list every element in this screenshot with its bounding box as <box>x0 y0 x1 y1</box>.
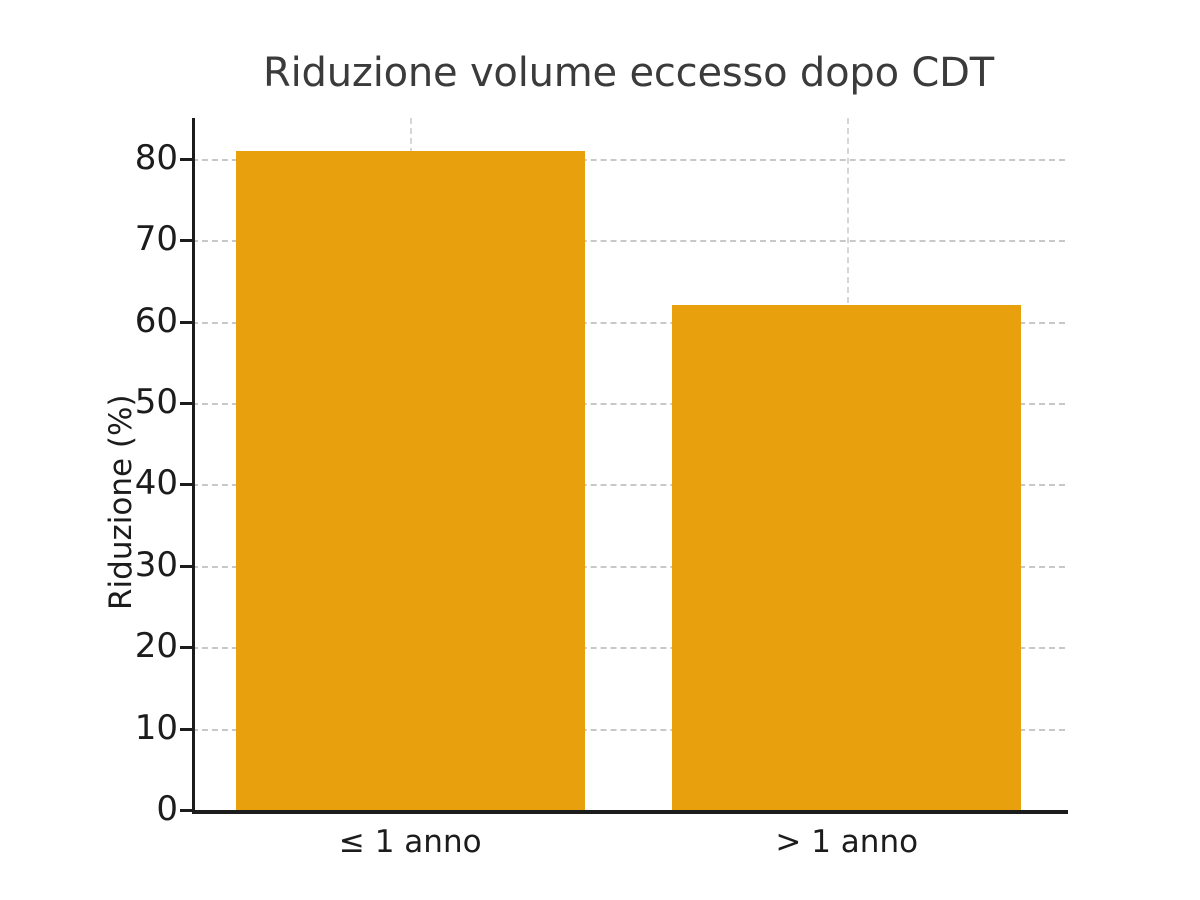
y-gridline <box>192 321 1065 324</box>
plot-area <box>192 118 1065 810</box>
y-tick-label: 20 <box>134 626 178 667</box>
y-tick-label: 40 <box>134 463 178 504</box>
y-tick-mark <box>180 401 192 405</box>
chart-title: Riduzione volume eccesso dopo CDT <box>263 50 994 96</box>
y-tick-label: 50 <box>134 381 178 422</box>
y-gridline <box>192 728 1065 731</box>
y-tick-mark <box>180 483 192 487</box>
y-tick-label: 10 <box>134 707 178 748</box>
y-gridline <box>192 565 1065 568</box>
y-tick-mark <box>180 564 192 568</box>
y-tick-label: 80 <box>134 137 178 178</box>
x-tick-label: ≤ 1 anno <box>338 824 482 860</box>
y-axis-label: Riduzione (%) <box>103 394 139 610</box>
x-axis-spine <box>192 810 1068 814</box>
y-tick-mark <box>180 727 192 731</box>
bar-1 <box>235 150 585 810</box>
x-tick-label: > 1 anno <box>775 824 919 860</box>
y-axis-spine <box>192 118 195 813</box>
y-gridline <box>192 240 1065 243</box>
y-tick-mark <box>180 239 192 243</box>
y-tick-label: 30 <box>134 544 178 585</box>
y-tick-mark <box>180 809 192 812</box>
y-tick-label: 60 <box>134 300 178 341</box>
bar-2 <box>672 305 1022 810</box>
y-gridline <box>192 158 1065 161</box>
y-tick-mark <box>180 157 192 161</box>
y-gridline <box>192 484 1065 487</box>
y-tick-label: 0 <box>156 789 178 829</box>
y-tick-label: 70 <box>134 219 178 260</box>
y-tick-mark <box>180 320 192 324</box>
y-gridline <box>192 402 1065 405</box>
y-gridline <box>192 647 1065 650</box>
y-tick-mark <box>180 646 192 650</box>
